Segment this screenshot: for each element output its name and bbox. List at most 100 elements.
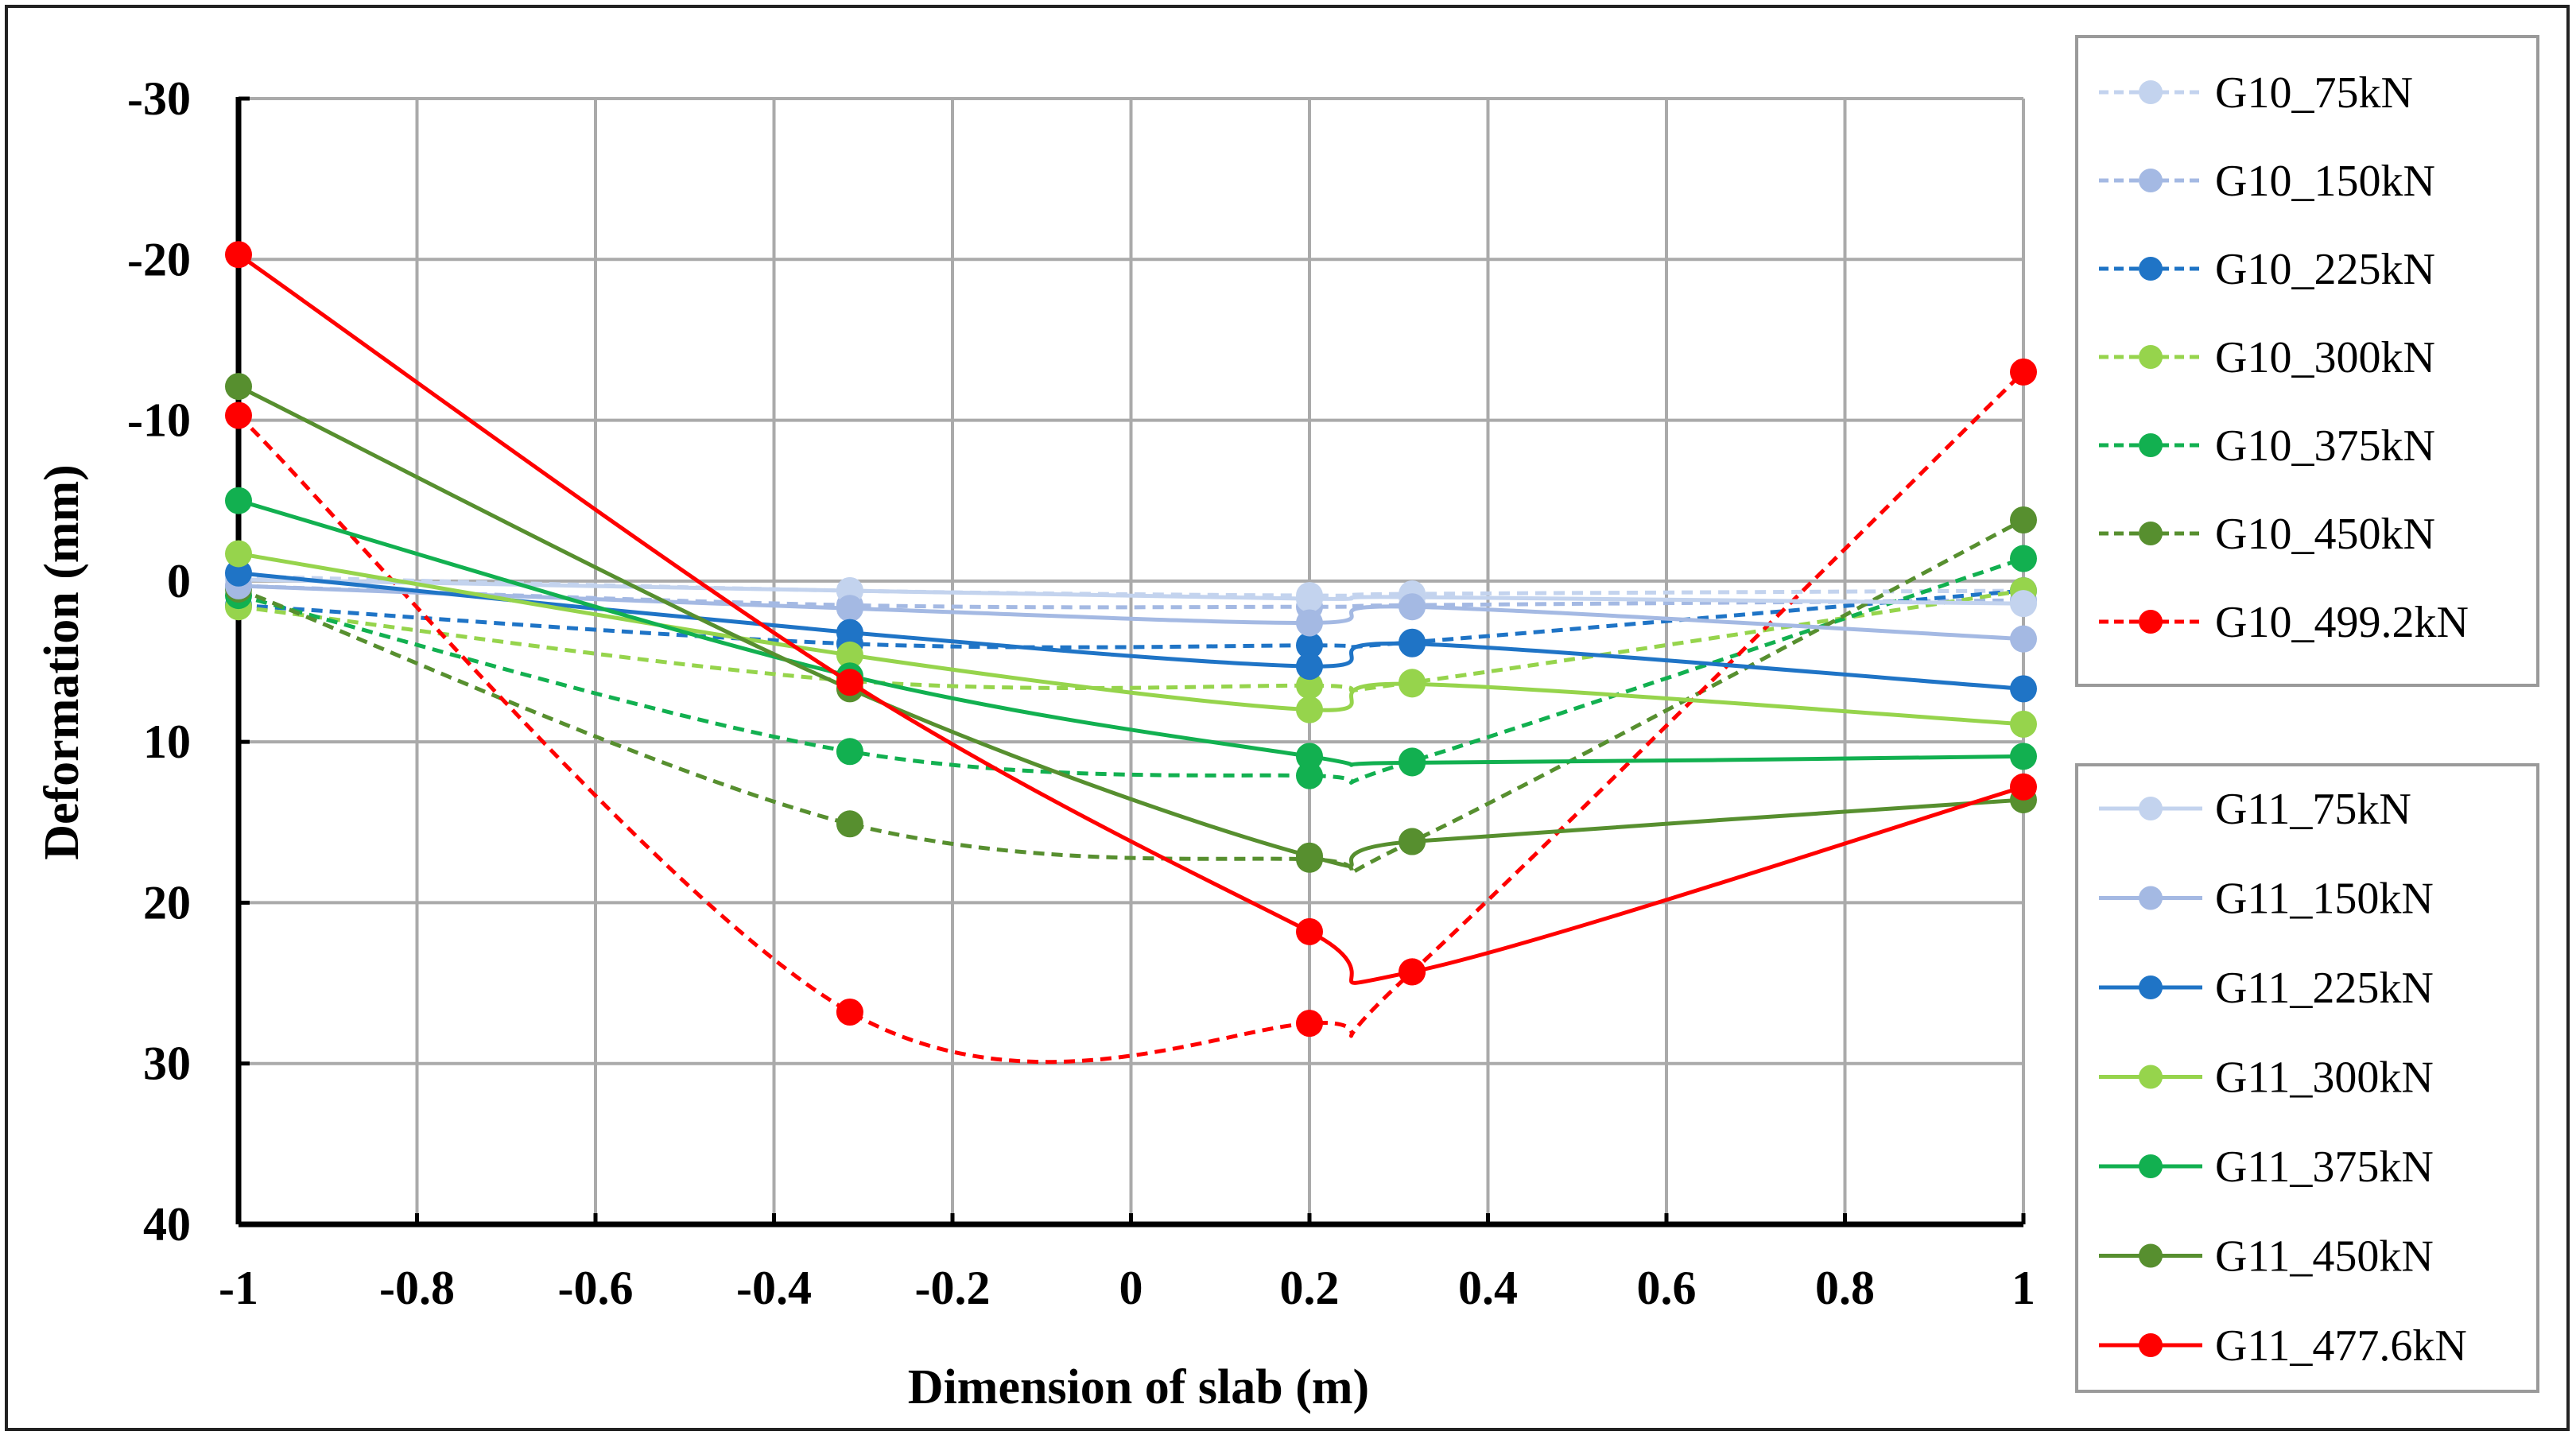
data-point	[836, 595, 863, 623]
y-tick-label: 10	[143, 716, 191, 768]
data-point	[1296, 842, 1323, 870]
legend-marker	[2139, 886, 2163, 910]
series-line	[237, 253, 2024, 985]
data-point	[2010, 675, 2037, 703]
series-line	[238, 518, 2025, 875]
data-point	[2010, 545, 2037, 572]
data-point	[1399, 828, 1426, 855]
legend-label: G10_150kN	[2215, 157, 2435, 206]
x-tick-label: 0	[1119, 1262, 1143, 1314]
series-line	[237, 384, 2024, 868]
data-point	[836, 998, 863, 1026]
legend-entry: G11_75kN	[2099, 785, 2411, 834]
legend-entry: G10_150kN	[2099, 157, 2435, 206]
data-point	[1296, 696, 1323, 723]
data-point	[1296, 762, 1323, 789]
series-line	[238, 588, 2024, 650]
legend-marker	[2139, 1333, 2163, 1357]
data-point	[1399, 670, 1426, 698]
legend-marker	[2139, 1154, 2163, 1178]
data-point	[225, 559, 252, 587]
y-tick-label: 20	[143, 876, 191, 929]
legend-marker	[2139, 80, 2163, 104]
x-tick-label: -0.2	[915, 1262, 991, 1314]
series-line	[238, 498, 2024, 767]
legend-label: G10_450kN	[2215, 510, 2435, 559]
data-point	[1296, 743, 1323, 770]
data-point	[2010, 710, 2037, 738]
legend-label: G11_450kN	[2215, 1232, 2434, 1282]
data-point	[836, 641, 863, 669]
x-axis-label: Dimension of slab (m)	[908, 1360, 1369, 1414]
data-point	[1296, 609, 1323, 637]
legend-marker	[2139, 257, 2163, 281]
y-tick-label: -30	[127, 72, 191, 125]
legend-entry: G11_225kN	[2099, 964, 2434, 1013]
x-tick-label: -0.8	[379, 1262, 455, 1314]
legend-marker	[2139, 610, 2163, 634]
legend-label: G10_300kN	[2215, 333, 2435, 382]
data-point	[225, 401, 252, 429]
data-point	[1399, 749, 1426, 777]
legend-entry: G10_225kN	[2099, 245, 2435, 294]
legend-entry: G10_300kN	[2099, 333, 2435, 382]
y-axis-label: Deformation (mm)	[35, 464, 89, 860]
legend-marker	[2139, 975, 2163, 999]
data-point	[1296, 631, 1323, 659]
data-point	[1296, 1010, 1323, 1038]
legend-label: G10_499.2kN	[2215, 598, 2469, 647]
legend-label: G11_375kN	[2215, 1142, 2434, 1192]
legend-entry: G11_450kN	[2099, 1232, 2434, 1282]
legend-marker	[2139, 1243, 2163, 1268]
y-tick-label: 0	[167, 555, 191, 607]
data-point	[1296, 653, 1323, 681]
y-tick-label: 30	[143, 1038, 191, 1090]
legend-entry: G10_375kN	[2099, 421, 2435, 471]
series-line	[238, 574, 2024, 598]
legend-label: G11_150kN	[2215, 875, 2434, 924]
legend-label: G10_75kN	[2215, 68, 2413, 118]
x-tick-label: 0.2	[1280, 1262, 1340, 1314]
legend-label: G10_375kN	[2215, 421, 2435, 471]
series-G11_477.6kN	[225, 241, 2037, 986]
series-line	[238, 584, 2024, 610]
x-tick-label: 0.8	[1815, 1262, 1875, 1314]
data-point	[1296, 585, 1323, 613]
legend-label: G11_75kN	[2215, 785, 2411, 834]
data-point	[1296, 672, 1323, 700]
data-point	[2010, 506, 2037, 533]
data-point	[2010, 743, 2037, 770]
grid	[239, 97, 2025, 1224]
data-point	[2010, 773, 2037, 801]
legend-marker	[2139, 345, 2163, 369]
data-point	[1399, 593, 1426, 621]
legend-marker	[2139, 797, 2163, 820]
x-tick-label: 0.6	[1637, 1262, 1697, 1314]
legend-marker	[2139, 522, 2163, 545]
legend-entry: G11_375kN	[2099, 1142, 2434, 1192]
data-point	[225, 373, 252, 401]
legend-entry: G11_300kN	[2099, 1053, 2434, 1103]
data-point	[836, 619, 863, 646]
legend-entry: G11_477.6kN	[2099, 1321, 2467, 1371]
y-tick-label: -20	[127, 233, 191, 285]
x-tick-label: -0.4	[736, 1262, 812, 1314]
series-G11_300kN	[225, 540, 2037, 738]
legend-label: G11_225kN	[2215, 964, 2434, 1013]
y-tick-label: 40	[143, 1198, 191, 1251]
legend-entry: G10_75kN	[2099, 68, 2413, 118]
data-point	[2010, 358, 2037, 386]
data-point	[1399, 630, 1426, 657]
data-point	[836, 738, 863, 766]
legend-marker	[2139, 1065, 2163, 1089]
legend-marker	[2139, 433, 2163, 457]
data-point	[836, 810, 863, 838]
y-tick-label: -10	[127, 394, 191, 447]
data-point	[2010, 590, 2037, 618]
legend-label: G11_300kN	[2215, 1053, 2434, 1103]
x-tick-label: 0.4	[1458, 1262, 1518, 1314]
legend-entry: G10_450kN	[2099, 510, 2435, 559]
data-point	[225, 540, 252, 568]
data-point	[836, 669, 863, 696]
